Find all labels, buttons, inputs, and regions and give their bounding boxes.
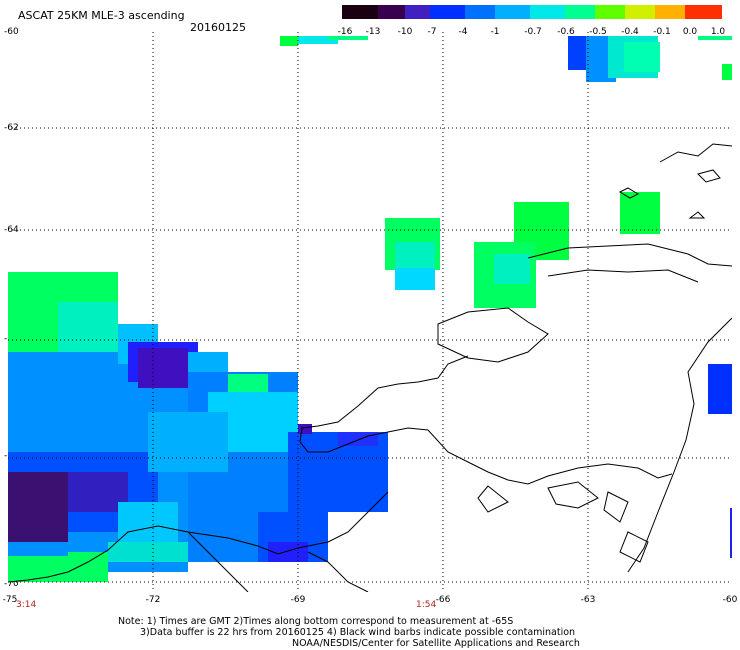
lat-label: -62: [4, 123, 19, 133]
scatterometer-swath-top: [280, 36, 732, 82]
colorbar-swatch: [530, 5, 565, 19]
scatterometer-swath-main: [8, 272, 388, 582]
time-label: 1:54: [416, 600, 437, 610]
colorbar-tick: -16: [337, 27, 353, 37]
time-label: 3:14: [16, 600, 37, 610]
note-line-1: Note: 1) Times are GMT 2)Times along bot…: [118, 616, 514, 627]
colorbar-tick: 0.0: [682, 27, 698, 37]
colorbar-tick: -0.7: [524, 27, 542, 37]
colorbar-tick: -13: [365, 27, 381, 37]
colorbar-swatch: [405, 5, 430, 19]
coastline: [8, 143, 732, 592]
wind-map: [8, 32, 732, 592]
colorbar-swatch: [655, 5, 685, 19]
colorbar-swatch: [378, 5, 405, 19]
note-line-2: 3)Data buffer is 22 hrs from 20160125 4)…: [140, 627, 576, 638]
colorbar-tick: -0.1: [653, 27, 671, 37]
colorbar-swatch: [342, 5, 378, 19]
colorbar-tick: -0.5: [589, 27, 607, 37]
lon-label: -60: [722, 595, 738, 605]
lon-label: -69: [290, 595, 306, 605]
colorbar-tick: 1.0: [710, 27, 726, 37]
product-date: 20160125: [190, 21, 246, 34]
colorbar-swatch: [685, 5, 722, 19]
graticule: [8, 32, 732, 592]
colorbar-tick: -10: [397, 27, 413, 37]
lat-label: -64: [4, 225, 19, 235]
lon-label: -75: [2, 595, 18, 605]
colorbar-swatch: [595, 5, 625, 19]
scatterometer-swath-middle: [385, 192, 732, 558]
lon-label: -72: [145, 595, 161, 605]
colorbar-tick: -1: [490, 27, 500, 37]
colorbar-swatch: [565, 5, 595, 19]
product-title: ASCAT 25KM MLE-3 ascending: [18, 9, 185, 22]
lat-label: -60: [4, 27, 19, 37]
colorbar-tick: -0.4: [621, 27, 639, 37]
colorbar-tick: -0.6: [557, 27, 575, 37]
colorbar-tick: -7: [427, 27, 437, 37]
colorbar-swatch: [495, 5, 530, 19]
note-line-3: NOAA/NESDIS/Center for Satellite Applica…: [292, 638, 580, 649]
lon-label: -66: [435, 595, 451, 605]
lat-label: -70: [4, 579, 19, 589]
colorbar-swatch: [625, 5, 655, 19]
colorbar-tick: -4: [458, 27, 468, 37]
colorbar-swatch: [465, 5, 495, 19]
lon-label: -63: [580, 595, 596, 605]
colorbar-swatch: [430, 5, 465, 19]
